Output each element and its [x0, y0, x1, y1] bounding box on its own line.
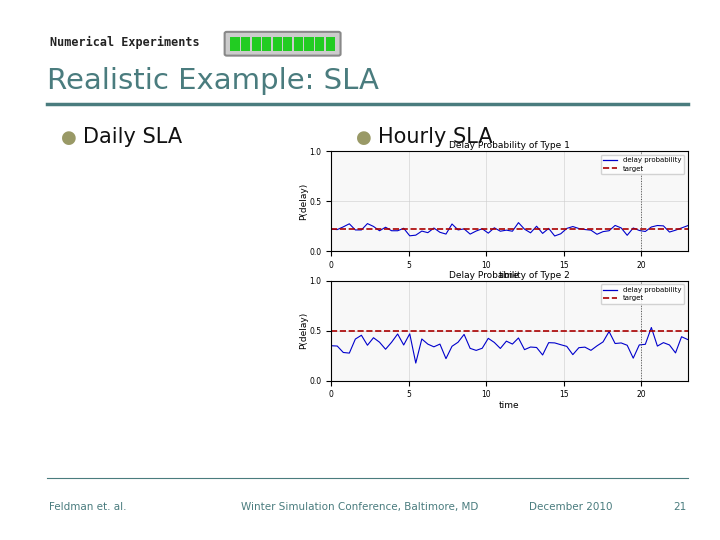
Text: Daily SLA: Daily SLA	[83, 127, 182, 147]
Text: Realistic Example: SLA: Realistic Example: SLA	[47, 67, 379, 95]
Text: Numerical Experiments: Numerical Experiments	[50, 36, 200, 49]
Text: Hourly SLA: Hourly SLA	[378, 127, 492, 147]
Title: Delay Probability of Type 2: Delay Probability of Type 2	[449, 271, 570, 280]
Text: ●: ●	[61, 129, 77, 147]
Text: Winter Simulation Conference, Baltimore, MD: Winter Simulation Conference, Baltimore,…	[241, 502, 479, 512]
X-axis label: time: time	[499, 401, 520, 410]
X-axis label: time: time	[499, 271, 520, 280]
Text: 21: 21	[673, 502, 686, 512]
Y-axis label: P(delay): P(delay)	[299, 312, 308, 349]
Text: ●: ●	[356, 129, 372, 147]
Legend: delay probability, target: delay probability, target	[600, 284, 684, 304]
Text: December 2010: December 2010	[529, 502, 613, 512]
Text: Feldman et. al.: Feldman et. al.	[49, 502, 127, 512]
Title: Delay Probability of Type 1: Delay Probability of Type 1	[449, 141, 570, 151]
Legend: delay probability, target: delay probability, target	[600, 154, 684, 174]
Y-axis label: P(delay): P(delay)	[299, 183, 308, 220]
